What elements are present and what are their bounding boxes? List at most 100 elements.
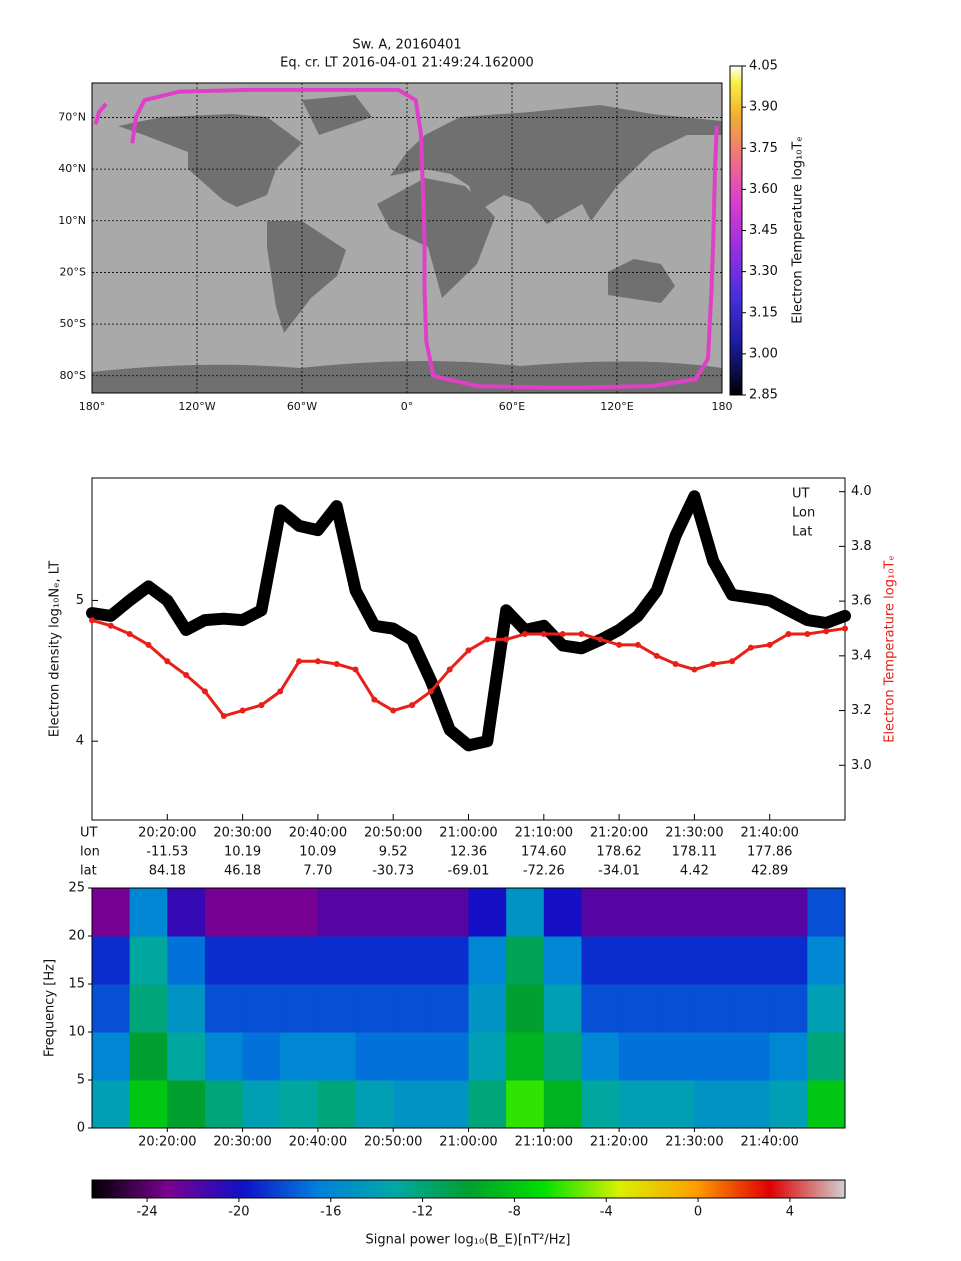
spectrogram-cell (242, 1032, 281, 1081)
y-tick-label: 20 (68, 929, 85, 944)
lon-tick-label: 178.62 (596, 845, 642, 860)
spectrogram-cell (129, 936, 168, 985)
y-axis-label: Frequency [Hz] (43, 959, 58, 1057)
temperature-point (427, 688, 434, 695)
y-tick-label: 4 (76, 734, 84, 749)
x-tick-label: 21:10:00 (515, 826, 573, 841)
temperature-point (804, 630, 811, 637)
temperature-point (785, 630, 792, 637)
temperature-point (371, 696, 378, 703)
spectrogram-cell (732, 1080, 771, 1129)
y2-axis-label: Electron Temperature log₁₀Tₑ (883, 555, 898, 743)
colorbar-tick-label: 4.05 (749, 59, 778, 74)
y-tick-label: 10 (68, 1025, 85, 1040)
x-tick-label: 20:40:00 (289, 826, 347, 841)
spectrogram-cell (807, 888, 846, 937)
spectrogram-cell (92, 888, 131, 937)
spectrogram-cell (732, 888, 771, 937)
x-tick-label: 20:30:00 (213, 1135, 271, 1150)
spectrogram-cell (204, 984, 244, 1033)
lon-tick-label: 10.09 (299, 845, 336, 860)
colorbar-tick-label: -4 (600, 1205, 613, 1220)
temperature-point (277, 688, 284, 695)
colorbar-tick-label: 3.45 (749, 223, 778, 238)
spectrogram-cell (280, 888, 319, 937)
map-title: Sw. A, 20160401 (352, 38, 461, 53)
lat-tick-label: 46.18 (224, 864, 261, 879)
spectrogram-cell (656, 1032, 695, 1081)
spectrogram-cell (317, 1032, 357, 1081)
temperature-point (465, 647, 472, 654)
spectrogram-cell (430, 1032, 469, 1081)
colorbar-tick-label: -24 (136, 1205, 157, 1220)
temperature-point (503, 636, 510, 643)
x-tick-label: 20:30:00 (213, 826, 271, 841)
temperature-point (126, 630, 133, 637)
spectrogram-cell (204, 1080, 244, 1129)
y-tick-label: 5 (77, 1073, 85, 1088)
temperature-point (89, 617, 95, 624)
colorbar-tick-label: 2.85 (749, 388, 778, 403)
colorbar-tick-label: 3.30 (749, 264, 778, 279)
spectrogram-cell (204, 888, 244, 937)
spectrogram-cell (807, 1032, 846, 1081)
continents (92, 95, 722, 393)
spectrogram-cell (317, 1080, 357, 1129)
y-tick-label: 50°S (60, 317, 86, 330)
temperature-point (842, 625, 848, 632)
lon-tick-label: 12.36 (450, 845, 487, 860)
colorbar-tick-label: 3.75 (749, 141, 778, 156)
lat-tick-label: 7.70 (303, 864, 332, 879)
spectrogram-cell (807, 984, 846, 1033)
spectrogram-cell (581, 1080, 620, 1129)
x-tick-label: 21:30:00 (665, 826, 723, 841)
spectrogram-cell (468, 936, 507, 985)
colorbar-tick-label: 4 (786, 1205, 794, 1220)
spectrogram-cell (694, 984, 733, 1033)
spectrogram-cell (656, 984, 695, 1033)
temperature-point (164, 658, 171, 665)
spectrogram-cell (506, 1032, 545, 1081)
temperature-trace (91, 618, 846, 718)
temperature-point (314, 658, 321, 665)
lat-tick-label: 84.18 (149, 864, 186, 879)
spectrogram-cell (581, 984, 620, 1033)
y-tick-label: 15 (68, 977, 85, 992)
spectrogram-cell (769, 1032, 808, 1081)
spectrogram-cell (468, 888, 507, 937)
spectrogram-cell (92, 1080, 131, 1129)
spectrogram-cell (167, 888, 206, 937)
x-tick-label: 180 (712, 400, 733, 413)
temperature-point (691, 666, 698, 673)
map-colorbar-label: Electron Temperature log₁₀Tₑ (791, 136, 806, 324)
map-subtitle: Eq. cr. LT 2016-04-01 21:49:24.162000 (280, 56, 534, 71)
spectrogram-cell (92, 1032, 131, 1081)
spectrogram-cell (129, 888, 168, 937)
spectrogram-cell (242, 984, 281, 1033)
colorbar-tick-label: 0 (694, 1205, 702, 1220)
spectrogram-cell (317, 984, 357, 1033)
spectrum-colorbar (91, 1179, 846, 1199)
temperature-point (747, 644, 754, 651)
x-tick-label: 60°W (287, 400, 317, 413)
spectrogram-cell (242, 888, 281, 937)
spectrogram-cell (430, 888, 469, 937)
spectrogram-cell (619, 936, 658, 985)
temperature-point (220, 713, 227, 720)
spectrogram-cell (656, 1080, 695, 1129)
x-tick-label: 120°W (178, 400, 215, 413)
y-tick-label: 5 (76, 593, 84, 608)
tick-row-label: lat (80, 864, 97, 879)
colorbar-tick-label: -8 (508, 1205, 521, 1220)
spectrogram-cell (581, 888, 620, 937)
density-trace (86, 490, 851, 752)
spectrogram-cell (468, 1032, 507, 1081)
spectrogram-cell (807, 1080, 846, 1129)
y-tick-label: 80°S (60, 369, 86, 382)
spectrogram-cell (694, 888, 733, 937)
map-colorbar (729, 65, 743, 396)
colorbar-tick-label: 3.90 (749, 100, 778, 115)
lat-tick-label: 4.42 (680, 864, 709, 879)
spectrogram-cell (506, 936, 545, 985)
y-tick-label: 10°N (58, 214, 86, 227)
